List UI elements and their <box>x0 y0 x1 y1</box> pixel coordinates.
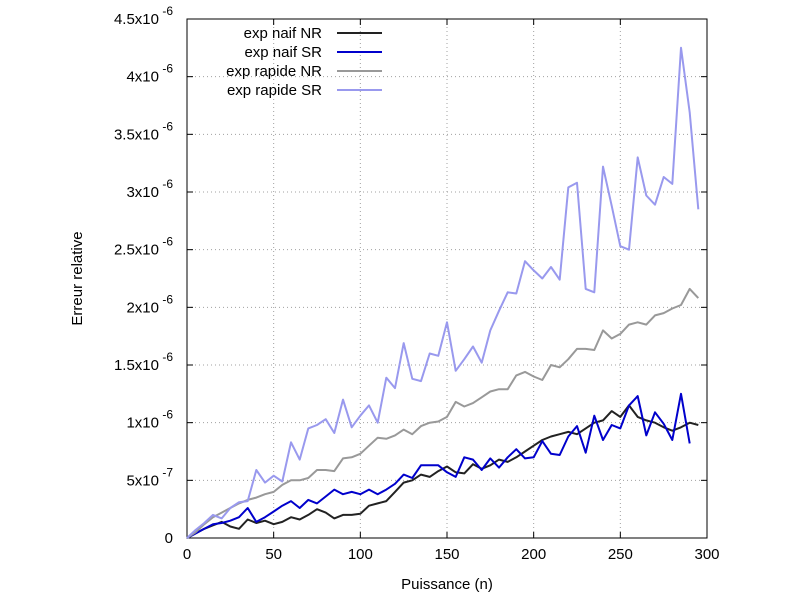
x-tick-label: 100 <box>348 546 373 563</box>
x-tick-label: 0 <box>183 546 191 563</box>
legend-label: exp rapide SR <box>227 82 322 99</box>
x-axis-label: Puissance (n) <box>401 576 493 593</box>
y-axis-label: Erreur relative <box>69 231 86 325</box>
axis-ticks: 0 50 100 150 200 250 300 0 5x10 -7 1x10 -6 1.5x10 … <box>114 4 720 563</box>
y-tick-label: 1.5x10 -6 <box>114 350 173 374</box>
series-line-2 <box>186 392 691 539</box>
x-tick-label: 50 <box>265 546 282 563</box>
x-tick-label: 250 <box>608 546 633 563</box>
y-tick-label: 4.5x10 -6 <box>114 4 173 28</box>
x-tick-label: 150 <box>434 546 459 563</box>
y-tick-label: 4x10 -6 <box>126 62 173 86</box>
y-tick-label: 0 <box>165 530 173 547</box>
legend-label: exp naif NR <box>244 25 323 42</box>
legend-label: exp rapide NR <box>226 63 322 80</box>
series-lines <box>186 46 700 539</box>
y-tick-label: 2.5x10 -6 <box>114 235 173 259</box>
legend-label: exp naif SR <box>244 44 322 61</box>
x-tick-label: 300 <box>694 546 719 563</box>
y-tick-label: 5x10 -7 <box>126 465 173 489</box>
grid <box>187 19 707 538</box>
y-tick-label: 2x10 -6 <box>126 292 173 316</box>
y-tick-label: 3.5x10 -6 <box>114 119 173 143</box>
y-tick-label: 1x10 -6 <box>126 408 173 432</box>
x-tick-label: 200 <box>521 546 546 563</box>
series-line-3 <box>186 287 700 539</box>
series-line-4 <box>186 46 700 539</box>
legend: exp naif NR exp naif SR exp rapide NR exp r… <box>226 25 382 99</box>
y-tick-label: 3x10 -6 <box>126 177 173 201</box>
